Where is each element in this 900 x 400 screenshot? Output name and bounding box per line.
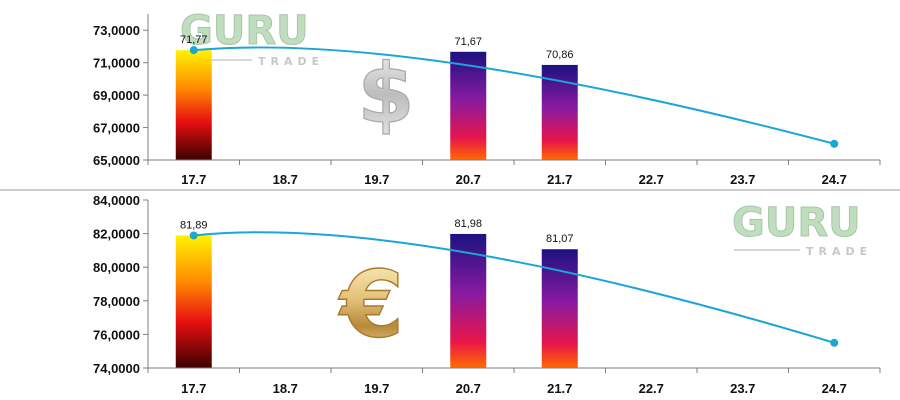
- trend-line: [193, 46, 835, 145]
- guru-trade-watermark: GURU TRADE: [180, 8, 324, 69]
- trend-point: [189, 46, 198, 55]
- bar: [175, 235, 212, 368]
- y-tick-label: 73,0000: [93, 23, 140, 38]
- x-tick-label: 18.7: [273, 172, 298, 187]
- y-tick-label: 67,0000: [93, 121, 140, 136]
- watermark-brand: GURU: [180, 8, 309, 54]
- y-tick-label: 74,0000: [93, 361, 140, 376]
- trend-point: [189, 231, 198, 240]
- watermark-sub: TRADE: [806, 245, 872, 258]
- x-tick-label: 17.7: [181, 381, 206, 396]
- y-tick-label: 76,0000: [93, 327, 140, 342]
- trend-point: [830, 338, 839, 347]
- y-tick-label: 69,0000: [93, 88, 140, 103]
- data-label: 81,89: [180, 219, 208, 231]
- watermark-sub: TRADE: [258, 55, 324, 68]
- x-tick-label: 23.7: [730, 172, 755, 187]
- x-tick-label: 21.7: [547, 172, 572, 187]
- x-tick-label: 24.7: [822, 172, 847, 187]
- y-tick-label: 65,0000: [93, 153, 140, 168]
- x-tick-label: 21.7: [547, 381, 572, 396]
- y-tick-label: 82,0000: [93, 227, 140, 242]
- data-label: 71,67: [454, 36, 482, 48]
- x-tick-label: 19.7: [364, 172, 389, 187]
- bar: [175, 50, 212, 161]
- x-tick-label: 18.7: [273, 381, 298, 396]
- x-tick-label: 22.7: [639, 172, 664, 187]
- x-tick-label: 20.7: [456, 381, 481, 396]
- x-tick-label: 17.7: [181, 172, 206, 187]
- data-label: 70,86: [546, 49, 574, 61]
- trend-line: [193, 231, 835, 344]
- eur-chart: GURU TRADE € 74,0000 76,0000 78,0000 80,000…: [93, 193, 881, 396]
- euro-icon: €: [338, 251, 404, 358]
- y-tick-label: 71,0000: [93, 56, 140, 71]
- x-tick-label: 19.7: [364, 381, 389, 396]
- y-tick-label: 78,0000: [93, 294, 140, 309]
- x-tick-label: 22.7: [639, 381, 664, 396]
- x-tick-label: 23.7: [730, 381, 755, 396]
- guru-trade-watermark: GURU TRADE: [732, 200, 872, 259]
- data-label: 81,98: [454, 218, 482, 230]
- x-tick-label: 24.7: [822, 381, 847, 396]
- data-label: 71,77: [180, 34, 208, 46]
- watermark-brand: GURU: [732, 200, 861, 246]
- y-tick-label: 84,0000: [93, 193, 140, 208]
- bar: [450, 233, 487, 368]
- trend-point: [830, 139, 839, 148]
- data-label: 81,07: [546, 233, 574, 245]
- dollar-icon: $: [357, 47, 414, 142]
- bar: [450, 51, 487, 161]
- usd-chart: GURU TRADE $ 65,0000 67,0000 69,0000 71,000…: [93, 8, 881, 187]
- x-tick-label: 20.7: [456, 172, 481, 187]
- y-tick-label: 80,0000: [93, 260, 140, 275]
